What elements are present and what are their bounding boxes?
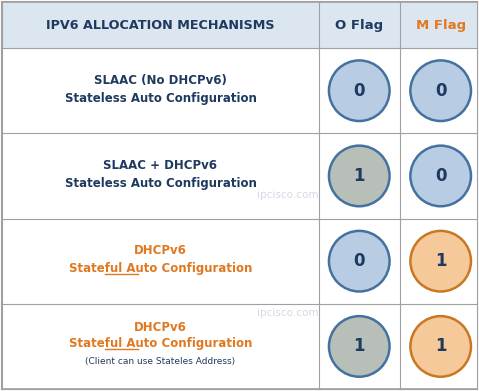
Text: (Client can use Stateles Address): (Client can use Stateles Address)	[85, 357, 236, 366]
Text: ipcisco.com: ipcisco.com	[257, 190, 318, 201]
Bar	[2, 219, 477, 304]
Text: 1: 1	[354, 167, 365, 185]
Ellipse shape	[329, 60, 389, 121]
Text: 1: 1	[354, 337, 365, 355]
Text: Stateful Auto Configuration: Stateful Auto Configuration	[69, 262, 252, 275]
Text: Stateless Auto Configuration: Stateless Auto Configuration	[65, 92, 256, 105]
Text: Stateful Auto Configuration: Stateful Auto Configuration	[69, 337, 252, 350]
Ellipse shape	[411, 60, 471, 121]
Text: 1: 1	[435, 337, 446, 355]
Text: SLAAC (No DHCPv6): SLAAC (No DHCPv6)	[94, 74, 227, 87]
Text: DHCPv6: DHCPv6	[134, 321, 187, 334]
Ellipse shape	[329, 231, 389, 292]
Ellipse shape	[411, 145, 471, 206]
Bar	[2, 133, 477, 219]
Ellipse shape	[329, 145, 389, 206]
Text: 0: 0	[435, 82, 446, 100]
Text: 0: 0	[354, 252, 365, 270]
Text: 0: 0	[354, 82, 365, 100]
Text: O Flag: O Flag	[335, 18, 383, 32]
Text: M Flag: M Flag	[416, 18, 466, 32]
Text: 1: 1	[435, 252, 446, 270]
Text: 0: 0	[435, 167, 446, 185]
Text: Stateless Auto Configuration: Stateless Auto Configuration	[65, 177, 256, 190]
Text: DHCPv6: DHCPv6	[134, 244, 187, 257]
Ellipse shape	[411, 231, 471, 292]
Bar	[2, 2, 477, 48]
Bar	[2, 48, 477, 133]
Ellipse shape	[329, 316, 389, 377]
Ellipse shape	[411, 316, 471, 377]
Text: ipcisco.com: ipcisco.com	[257, 308, 318, 318]
Text: IPV6 ALLOCATION MECHANISMS: IPV6 ALLOCATION MECHANISMS	[46, 18, 275, 32]
Bar	[2, 304, 477, 389]
Text: SLAAC + DHCPv6: SLAAC + DHCPv6	[103, 159, 217, 172]
